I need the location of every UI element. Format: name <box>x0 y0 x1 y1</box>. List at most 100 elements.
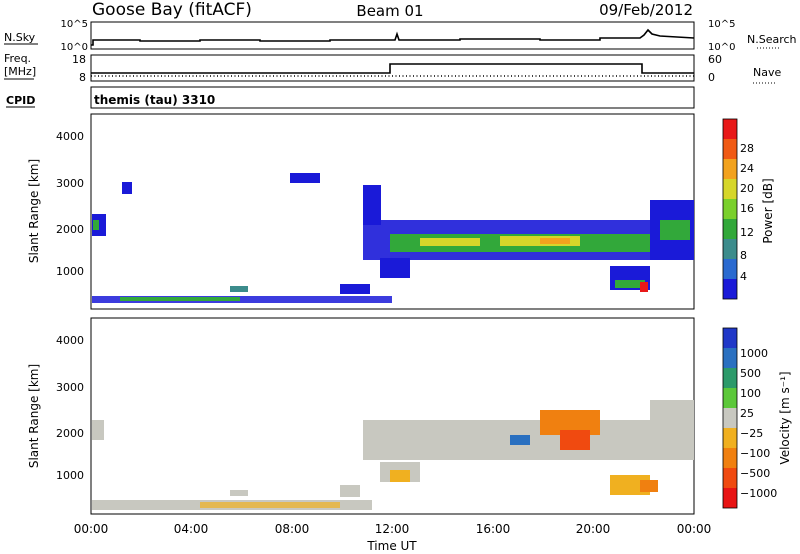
power-cbar-tick: 16 <box>740 202 754 215</box>
velocity-cbar-tick: 1000 <box>740 347 768 360</box>
nave-tick-bottom: 0 <box>708 71 715 84</box>
power-colorbar-swatch <box>723 259 737 279</box>
power-cbar-tick: 20 <box>740 182 754 195</box>
nsky-tick-bottom: 10^0 <box>61 42 88 53</box>
velocity-colorbar-swatch <box>723 368 737 388</box>
power-cell <box>290 173 320 183</box>
x-axis-label: Time UT <box>366 539 417 553</box>
velocity-cbar-tick: 100 <box>740 387 761 400</box>
power-colorbar-swatch <box>723 139 737 159</box>
power-ytick-2000: 2000 <box>56 223 84 236</box>
velocity-cell <box>560 430 590 450</box>
velocity-scatter <box>92 400 694 510</box>
velocity-colorbar-swatch <box>723 388 737 408</box>
velocity-ytick-1000: 1000 <box>56 469 84 482</box>
velocity-ylabel: Slant Range [km] <box>27 364 41 468</box>
nsky-strip-frame <box>90 21 695 50</box>
velocity-cell <box>650 400 694 460</box>
station-title: Goose Bay (fitACF) <box>92 0 252 20</box>
power-cell <box>122 182 132 194</box>
power-panel: Slant Range [km] 4000 3000 2000 1000 <box>27 113 775 310</box>
freq-strip-frame <box>90 54 695 82</box>
time-axis: 00:00 04:00 08:00 12:00 16:00 20:00 00:0… <box>74 522 712 553</box>
power-frame <box>90 113 695 310</box>
velocity-colorbar-swatch <box>723 328 737 348</box>
velocity-cell <box>92 420 104 440</box>
power-cbar-tick: 28 <box>740 142 754 155</box>
nsky-tick-top: 10^5 <box>61 19 88 30</box>
nsky-trace <box>91 28 695 46</box>
power-ytick-3000: 3000 <box>56 177 84 190</box>
freq-label-1: Freq. <box>4 52 31 65</box>
power-colorbar-swatch <box>723 239 737 259</box>
velocity-ytick-4000: 4000 <box>56 334 84 347</box>
x-tick: 12:00 <box>375 522 410 536</box>
power-cell <box>340 284 370 294</box>
nsearch-tick-top: 10^5 <box>708 19 735 30</box>
x-tick: 20:00 <box>576 522 611 536</box>
velocity-colorbar: 1000 500 100 25 −25 −100 −500 −1000 Velo… <box>722 327 792 509</box>
velocity-cbar-tick: −25 <box>740 427 763 440</box>
power-cell <box>660 220 690 240</box>
power-ytick-4000: 4000 <box>56 130 84 143</box>
power-cell <box>615 280 645 288</box>
power-cbar-tick: 24 <box>740 162 754 175</box>
power-colorbar-label: Power [dB] <box>761 178 775 243</box>
velocity-colorbar-swatch <box>723 448 737 468</box>
velocity-colorbar-label: Velocity [m s⁻¹] <box>778 371 792 464</box>
power-colorbar-swatch <box>723 199 737 219</box>
velocity-cell <box>640 480 658 492</box>
x-tick: 16:00 <box>476 522 511 536</box>
velocity-colorbar-swatch <box>723 348 737 368</box>
velocity-colorbar-swatch <box>723 488 737 508</box>
x-tick: 04:00 <box>174 522 209 536</box>
velocity-cell <box>230 490 248 496</box>
power-cell <box>92 296 392 303</box>
power-cell <box>363 185 381 225</box>
power-colorbar-swatch <box>723 179 737 199</box>
power-cell <box>230 286 248 292</box>
power-cell <box>640 282 648 292</box>
cpid-text: themis (tau) 3310 <box>94 93 215 107</box>
power-colorbar-frame <box>722 118 738 300</box>
velocity-cbar-tick: −500 <box>740 467 770 480</box>
velocity-colorbar-swatch <box>723 408 737 428</box>
power-colorbar-swatch <box>723 279 737 299</box>
velocity-colorbar-swatch <box>723 428 737 448</box>
power-cbar-tick: 12 <box>740 226 754 239</box>
velocity-colorbar-frame <box>722 327 738 509</box>
power-ytick-1000: 1000 <box>56 265 84 278</box>
nave-tick-top: 60 <box>708 53 722 66</box>
velocity-cbar-tick: −100 <box>740 447 770 460</box>
power-colorbar-swatch <box>723 219 737 239</box>
velocity-cbar-tick: 25 <box>740 407 754 420</box>
velocity-cell <box>390 470 410 482</box>
beam-title: Beam 01 <box>356 2 423 20</box>
cpid-strip-frame <box>90 86 695 109</box>
date-title: 09/Feb/2012 <box>599 1 693 19</box>
nave-label: Nave <box>753 66 781 79</box>
freq-label-2: [MHz] <box>4 65 36 78</box>
power-cell <box>540 238 570 244</box>
velocity-colorbar-swatch <box>723 468 737 488</box>
power-colorbar-swatch <box>723 119 737 139</box>
velocity-frame <box>90 317 695 515</box>
velocity-panel: Slant Range [km] 4000 3000 2000 1000 <box>27 317 792 515</box>
power-cell <box>420 238 480 246</box>
velocity-cbar-tick: −1000 <box>740 487 777 500</box>
freq-tick-bottom: 8 <box>79 71 86 84</box>
velocity-ytick-2000: 2000 <box>56 427 84 440</box>
nsearch-tick-bottom: 10^0 <box>708 42 735 53</box>
freq-trace <box>91 63 694 74</box>
power-cell <box>380 258 410 278</box>
velocity-cell <box>340 485 360 497</box>
velocity-cell <box>200 502 340 508</box>
x-tick: 00:00 <box>677 522 712 536</box>
power-cbar-tick: 4 <box>740 270 747 283</box>
nsearch-label: N.Search <box>747 33 797 46</box>
freq-tick-top: 18 <box>72 53 86 66</box>
velocity-cell <box>510 435 530 445</box>
x-tick: 00:00 <box>74 522 109 536</box>
power-colorbar-swatch <box>723 159 737 179</box>
